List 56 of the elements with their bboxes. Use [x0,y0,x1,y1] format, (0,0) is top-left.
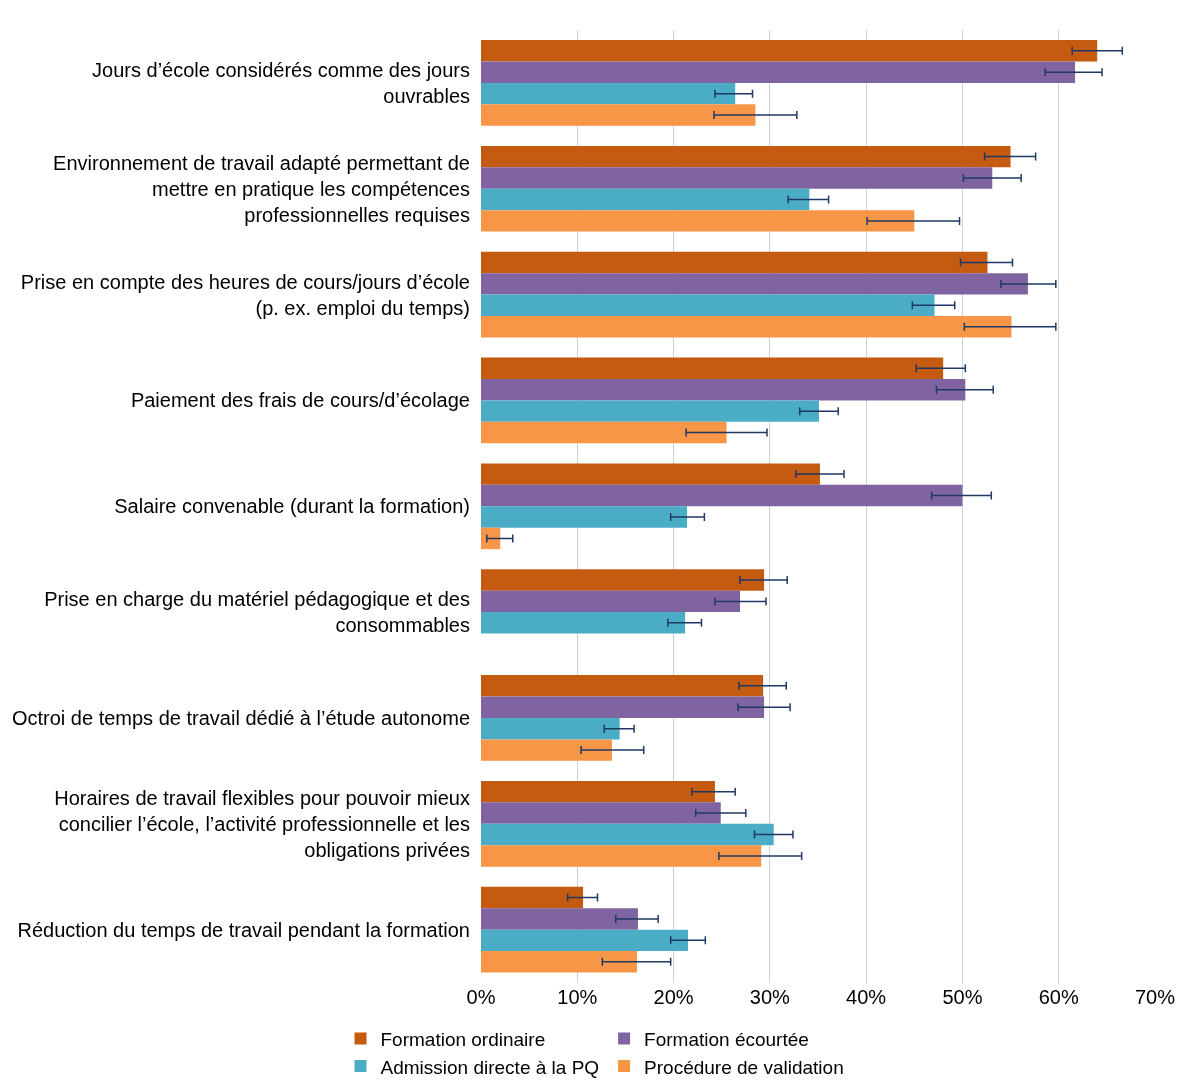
bar [481,316,1012,338]
y-tick-label: Jours d’école considérés comme des jours ouvrables [92,58,470,107]
bar [481,886,584,909]
y-tick-label: Réduction du temps de travail pendant la formation [17,918,470,941]
x-tick-label: 20% [653,985,694,1008]
bar [481,739,612,761]
bar [481,421,727,444]
bar [481,802,721,824]
x-tick-label: 50% [942,985,983,1008]
bar [481,908,638,930]
bar [481,717,620,740]
bar [481,273,1028,295]
bar [481,210,915,232]
y-tick-label: Horaires de travail flexibles pour pouvoir mieux concilier l’école, l’activité professionnelle et les obligations privées [54,786,470,861]
bar [481,167,993,189]
bar [481,61,1076,83]
bar [481,104,756,126]
y-tick-label: Paiement des frais de cours/d’écolage [130,389,470,412]
bar [481,251,988,274]
bar [481,400,819,422]
bar [481,780,715,803]
bar [481,823,774,846]
y-tick-label: Octroi de temps de travail dédié à l’étude autonome [11,706,470,729]
legend-label: Formation ordinaire [380,1028,546,1050]
bar [481,463,820,485]
y-tick-label: Environnement de travail adapté permettant de mettre en pratique les compétences professionnelles requises [53,151,470,226]
bar [481,82,736,105]
bar [481,527,501,550]
bar [481,506,688,528]
bar [481,696,765,718]
x-tick-label: 60% [1038,985,1079,1008]
bar [481,379,966,401]
bar [481,188,810,211]
bar [481,484,963,507]
x-tick-label: 0% [466,985,496,1008]
y-tick-label: Prise en charge du matériel pédagogique et des consommables [44,588,470,637]
bar [481,569,765,591]
bar [481,845,762,867]
bar [481,612,686,634]
bar [481,929,689,952]
bar [481,357,944,379]
x-tick-label: 30% [749,985,791,1008]
bar [481,145,1011,168]
bar [481,40,1098,62]
x-tick-label: 40% [846,985,887,1008]
x-tick-label: 10% [557,985,598,1008]
bar [481,675,764,697]
bar [481,294,935,317]
bar [481,590,741,613]
legend-label: Formation écourtée [644,1028,809,1050]
bar [481,951,637,973]
y-tick-label: Prise en compte des heures de cours/jours d’école (p. ex. emploi du temps) [20,270,470,319]
x-tick-label: 70% [1134,985,1176,1008]
legend-label: Procédure de validation [644,1056,844,1078]
legend-label: Admission directe à la PQ [380,1056,600,1078]
y-tick-label: Salaire convenable (durant la formation) [114,495,470,518]
